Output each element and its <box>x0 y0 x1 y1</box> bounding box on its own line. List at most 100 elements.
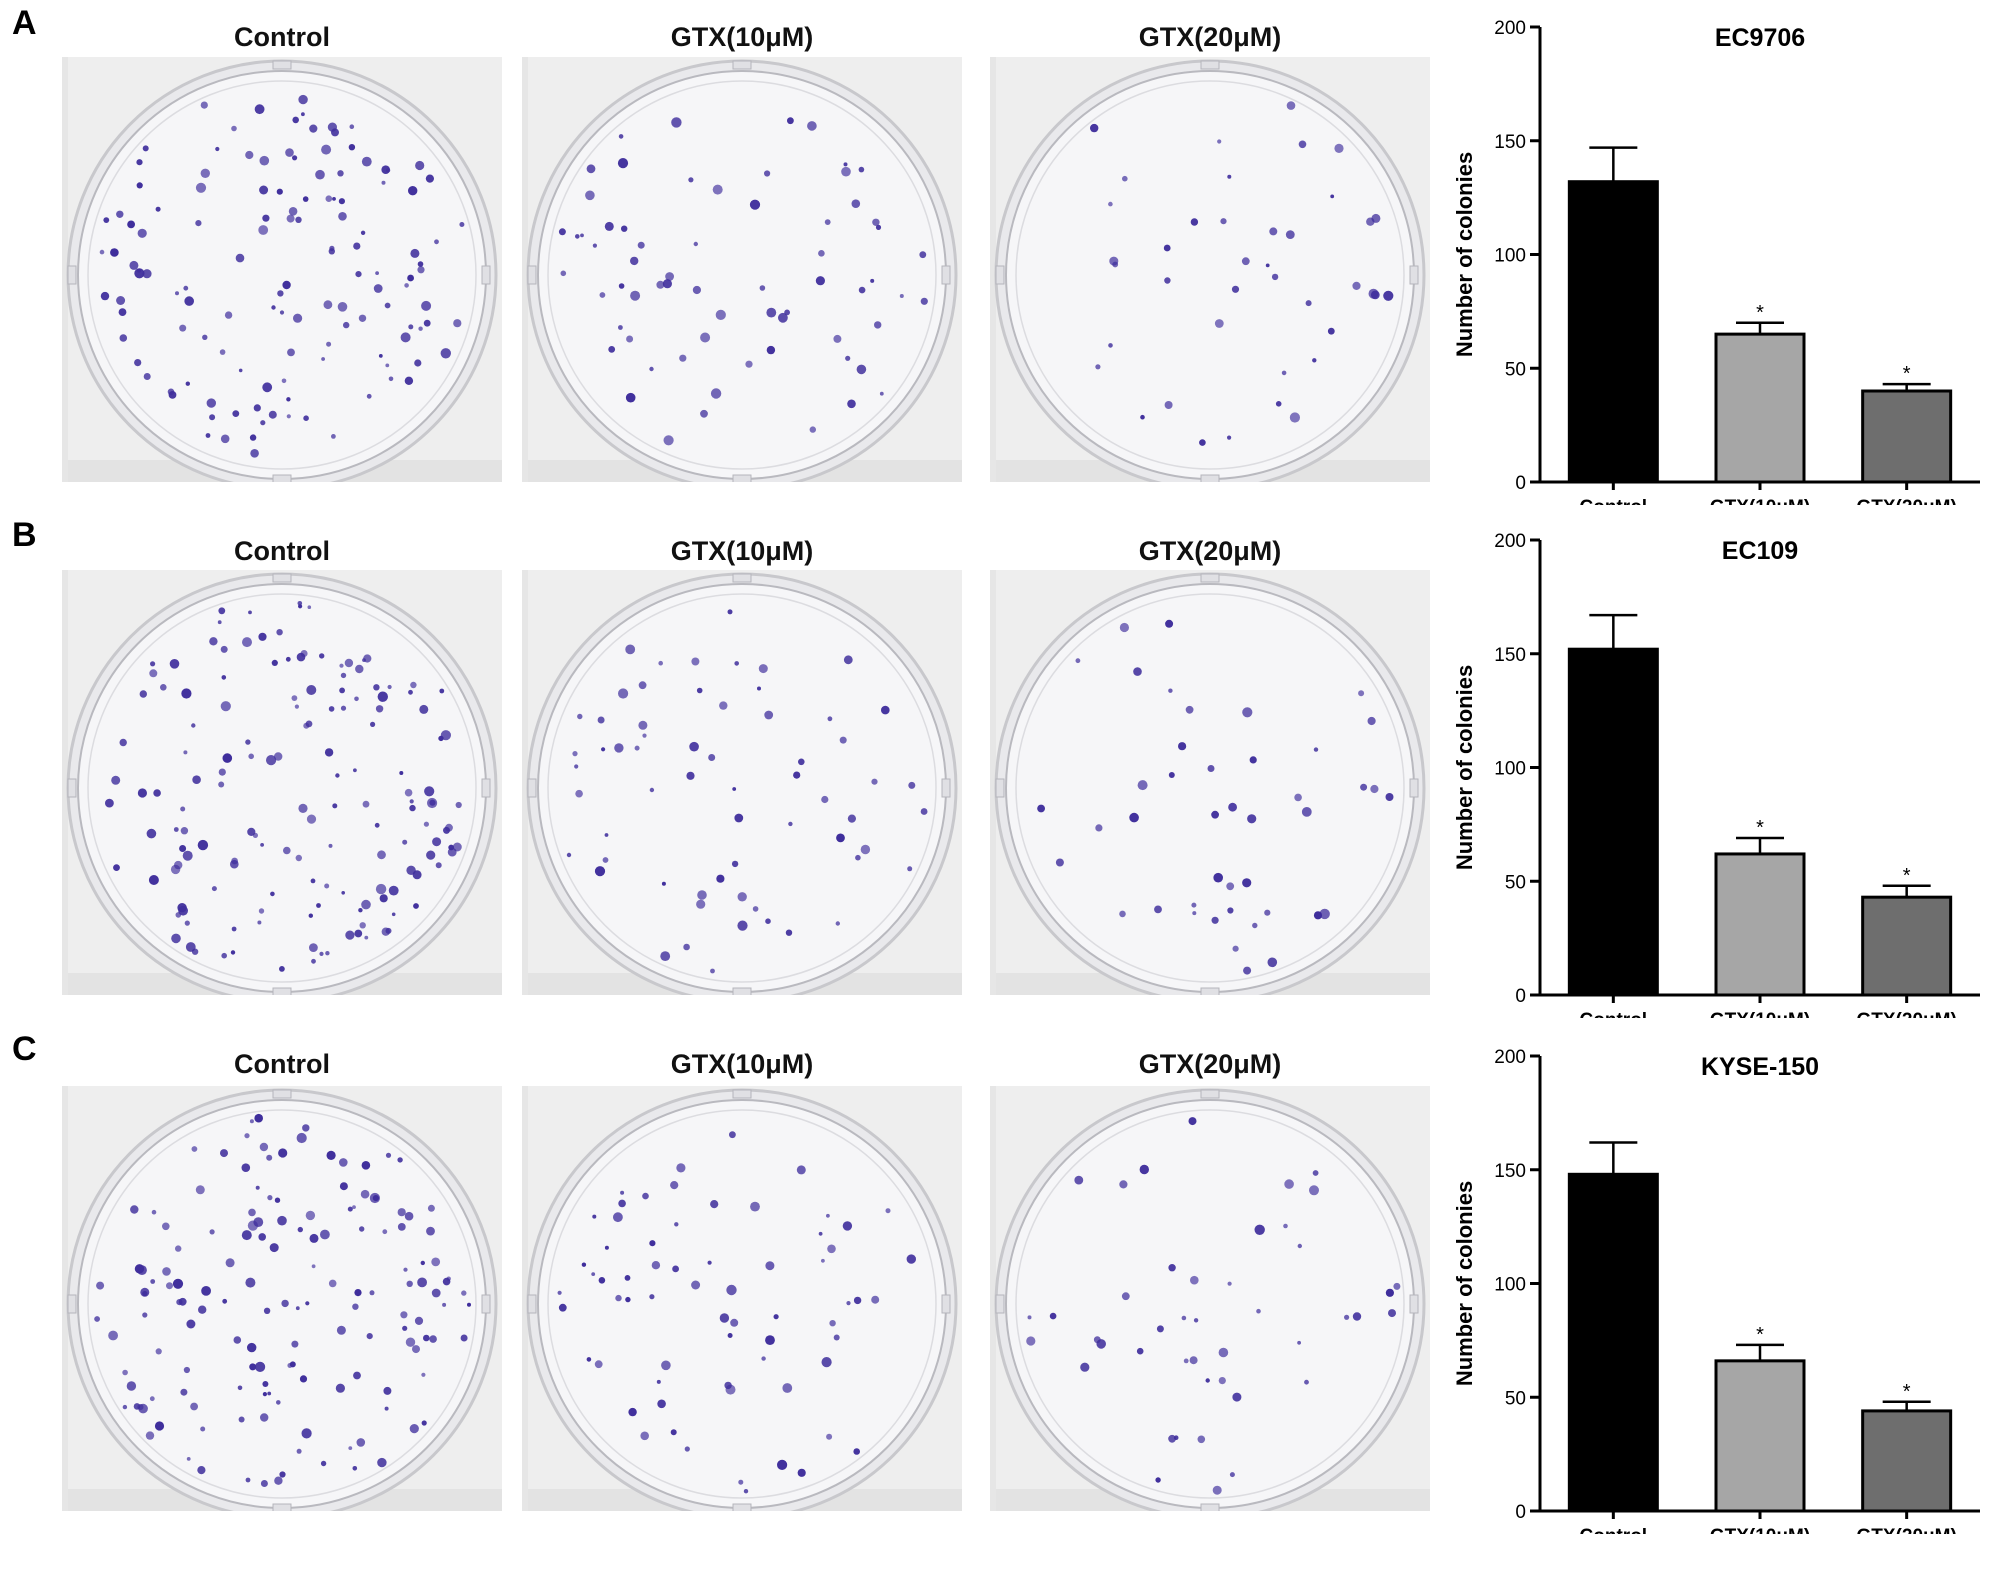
colony-dot <box>766 307 777 318</box>
colony-dot <box>184 296 194 306</box>
colony-dot <box>358 314 367 322</box>
petri-dish-photo <box>990 57 1430 482</box>
colony-dot <box>618 283 625 289</box>
plate-label-b-gtx10: GTX(10μM) <box>670 536 814 566</box>
colony-dot <box>608 346 616 353</box>
colony-dot <box>218 781 225 788</box>
colony-dot <box>119 738 127 747</box>
colony-dot <box>419 704 429 714</box>
colony-dot <box>431 1257 441 1267</box>
colony-dot <box>134 359 142 367</box>
colony-dot <box>338 198 345 205</box>
colony-dot <box>1193 1318 1199 1323</box>
colony-dot <box>1383 290 1394 301</box>
colony-dot <box>625 1296 631 1303</box>
colony-dot <box>765 918 771 924</box>
x-tick-label: GTX(10μM) <box>1710 1010 1810 1018</box>
x-tick-label: Control <box>1580 497 1648 505</box>
y-tick-label: 0 <box>1515 473 1526 494</box>
colony-dot <box>663 435 674 446</box>
colony-dot <box>169 659 180 669</box>
colony-dot <box>247 1342 257 1353</box>
colony-dot <box>326 341 332 347</box>
colony-dot <box>658 660 663 666</box>
colony-dot <box>202 334 208 340</box>
colony-dot <box>354 929 363 938</box>
significance-marker: * <box>1756 1324 1764 1346</box>
colony-dot <box>352 1303 359 1310</box>
y-tick-label: 200 <box>1494 531 1526 552</box>
colony-dot <box>160 684 167 691</box>
colony-dot <box>377 1457 387 1468</box>
colony-dot <box>302 1124 310 1132</box>
colony-dot <box>858 286 866 294</box>
chart-title: EC9706 <box>1715 24 1805 52</box>
colony-dot <box>1388 1309 1396 1318</box>
colony-dot <box>259 185 269 195</box>
colony-dot <box>360 230 366 235</box>
colony-dot <box>1211 810 1219 819</box>
colony-dot <box>1370 784 1379 794</box>
colony-dot <box>821 1258 825 1263</box>
colony-dot <box>618 325 623 330</box>
colony-dot <box>737 920 748 931</box>
colony-dot <box>853 1296 862 1305</box>
colony-dot <box>238 1416 245 1423</box>
colony-dot <box>1178 742 1187 751</box>
colony-dot <box>126 1381 137 1391</box>
x-tick-label: GTX(20μM) <box>1857 497 1957 505</box>
colony-dot <box>826 1213 830 1218</box>
colony-dot <box>134 268 145 279</box>
colony-dot <box>1090 123 1099 133</box>
colony-dot <box>309 943 318 952</box>
significance-marker: * <box>1756 302 1764 324</box>
dish-inner-rim <box>1005 1099 1415 1509</box>
colony-dot <box>339 687 345 694</box>
colony-dot <box>369 1290 375 1296</box>
colony-dot <box>305 720 313 728</box>
colony-dot <box>1074 1175 1084 1185</box>
y-axis-label: Number of colonies <box>1452 152 1477 357</box>
colony-dot <box>286 397 291 402</box>
colony-dot <box>301 1428 312 1439</box>
colony-dot <box>205 433 211 438</box>
colony-dot <box>421 1372 426 1377</box>
colony-dot <box>696 899 706 909</box>
colony-dot <box>460 1334 468 1342</box>
colony-dot <box>757 686 761 691</box>
colony-dot <box>299 1375 308 1383</box>
colony-dot <box>162 1222 170 1231</box>
colony-dot <box>824 219 831 226</box>
colony-dot <box>402 1325 408 1331</box>
chart-title: EC109 <box>1722 537 1798 565</box>
colony-dot <box>340 672 347 679</box>
colony-dot <box>453 319 462 328</box>
bar <box>1714 852 1806 997</box>
colony-dot <box>1304 1379 1309 1385</box>
colony-dot <box>1188 1117 1197 1126</box>
colony-dot <box>1129 812 1139 823</box>
colony-dot <box>353 1371 361 1380</box>
colony-dot <box>599 292 606 298</box>
colony-dot <box>274 1476 283 1485</box>
colony-dot <box>175 1245 182 1252</box>
colony-dot <box>137 1265 147 1275</box>
colony-dot <box>407 274 414 282</box>
colony-dot <box>323 300 333 310</box>
petri-dish-photo <box>62 570 502 995</box>
colony-dot <box>435 862 442 869</box>
colony-dot <box>1358 690 1365 697</box>
colony-dot <box>1334 143 1344 153</box>
colony-dot <box>320 1460 327 1467</box>
colony-dot <box>679 354 687 362</box>
colony-dot <box>1319 908 1330 920</box>
colony-dot <box>743 1489 749 1494</box>
colony-dot <box>258 225 269 235</box>
colony-dot <box>1220 218 1227 225</box>
colony-dot <box>245 1477 251 1483</box>
colony-dot <box>732 787 737 791</box>
colony-dot <box>1185 705 1194 714</box>
colony-dot <box>613 1212 623 1223</box>
colony-dot <box>752 906 759 912</box>
colony-dot <box>875 224 882 230</box>
